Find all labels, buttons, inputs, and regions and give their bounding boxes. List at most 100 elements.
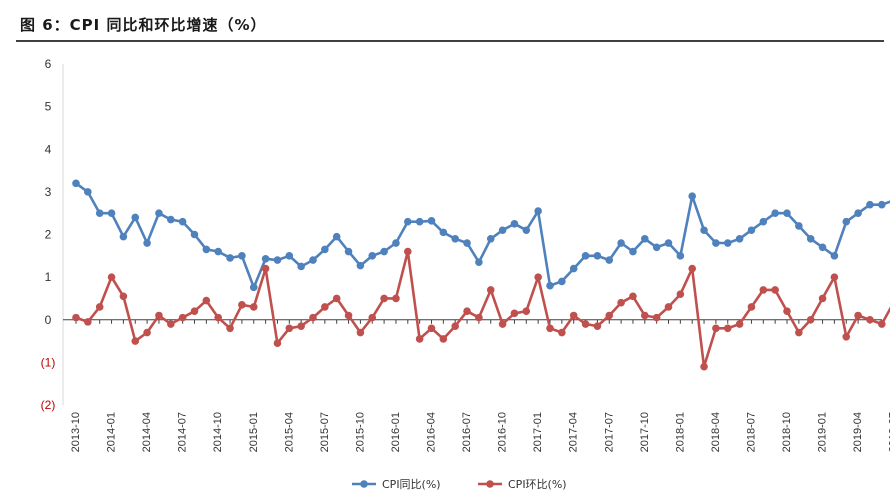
x-tick-label: 2015-04 <box>283 412 295 452</box>
data-point <box>380 294 388 303</box>
data-point <box>652 243 661 252</box>
figure-header: 图 6：CPI 同比和环比增速（%） <box>16 12 884 42</box>
data-point <box>143 239 151 247</box>
x-tick-label: 2019-01 <box>817 412 829 452</box>
data-point <box>404 247 412 256</box>
data-point <box>119 292 128 301</box>
data-point <box>214 313 222 322</box>
data-point <box>795 328 803 337</box>
x-tick-label: 2016-07 <box>461 412 473 452</box>
data-point <box>368 313 377 322</box>
y-tick-label: 6 <box>45 57 52 71</box>
data-point <box>866 200 874 209</box>
data-point <box>451 234 460 243</box>
data-point <box>830 252 839 260</box>
data-point <box>439 228 448 237</box>
data-point <box>261 254 270 263</box>
legend-entry-label: CPI环比(%) <box>508 478 567 491</box>
data-point <box>95 303 104 311</box>
data-point <box>214 247 222 256</box>
x-tick-label: 2015-07 <box>319 412 331 452</box>
data-point <box>273 256 282 264</box>
data-point <box>629 247 637 256</box>
x-tick-label: 2018-10 <box>781 412 793 452</box>
data-point <box>380 247 388 256</box>
data-point <box>249 303 258 311</box>
data-point <box>818 243 827 252</box>
data-point <box>285 252 294 260</box>
data-point <box>427 217 436 225</box>
data-point <box>581 320 590 328</box>
data-point <box>522 307 531 316</box>
data-point <box>439 335 448 343</box>
legend: CPI同比(%) CPI环比(%) <box>352 478 567 491</box>
data-point <box>818 294 827 303</box>
data-point <box>700 226 708 235</box>
data-point <box>297 322 305 330</box>
data-point <box>72 313 80 322</box>
data-point <box>629 292 637 301</box>
data-point <box>617 298 625 307</box>
series-cpi-mom <box>72 247 890 371</box>
legend-marker-swatch <box>360 480 368 488</box>
data-point <box>107 209 116 217</box>
data-point <box>581 252 590 260</box>
y-tick-label: 1 <box>45 270 52 284</box>
data-point <box>593 252 602 260</box>
data-point <box>854 209 862 217</box>
x-tick-label: 2015-01 <box>248 412 260 452</box>
x-tick-label: 2016-04 <box>426 412 438 452</box>
data-point <box>226 324 234 333</box>
data-point <box>427 324 436 333</box>
data-point <box>593 322 602 330</box>
y-tick-label: 3 <box>45 185 52 199</box>
data-point <box>95 209 104 217</box>
x-tick-label: 2017-04 <box>568 412 580 452</box>
data-point <box>155 209 163 217</box>
data-point <box>712 324 720 333</box>
data-point <box>605 311 614 320</box>
data-point <box>238 301 246 309</box>
data-point <box>735 234 744 243</box>
data-point <box>167 215 175 224</box>
data-point <box>84 188 92 196</box>
data-point <box>72 179 80 188</box>
x-tick-label: 2014-10 <box>212 412 224 452</box>
data-point <box>309 256 317 264</box>
data-point <box>344 247 353 256</box>
x-tick-label: 2014-04 <box>141 412 153 452</box>
data-point <box>641 311 649 320</box>
data-point <box>759 286 768 294</box>
data-point <box>664 303 673 311</box>
data-point <box>510 309 519 318</box>
x-tick-label: 2018-04 <box>710 412 722 452</box>
data-point <box>119 232 128 241</box>
data-point <box>558 277 566 286</box>
y-axis: 6 5 4 3 2 1 0 (1) (2) <box>41 57 56 412</box>
figure-title: 图 6：CPI 同比和环比增速（%） <box>20 16 267 34</box>
data-point <box>321 303 329 311</box>
y-tick-label: (1) <box>41 355 56 369</box>
data-point <box>415 217 424 226</box>
series-cpi-yoy <box>72 179 890 292</box>
data-point <box>652 313 661 322</box>
data-point <box>332 294 341 303</box>
data-point <box>486 234 495 243</box>
data-point <box>854 311 862 320</box>
data-point <box>226 254 234 262</box>
data-point <box>238 252 246 260</box>
data-point <box>878 200 886 209</box>
data-point <box>676 290 685 298</box>
data-point <box>546 324 554 333</box>
data-point <box>498 320 507 328</box>
data-point <box>178 313 187 322</box>
data-point <box>759 217 768 226</box>
data-point <box>700 362 708 371</box>
y-tick-label: 4 <box>45 142 52 156</box>
data-point <box>558 328 566 337</box>
x-tick-label: 2017-10 <box>639 412 651 452</box>
data-point <box>735 320 744 328</box>
data-point <box>498 226 507 235</box>
y-tick-label: 2 <box>45 228 52 242</box>
data-point <box>131 337 140 345</box>
